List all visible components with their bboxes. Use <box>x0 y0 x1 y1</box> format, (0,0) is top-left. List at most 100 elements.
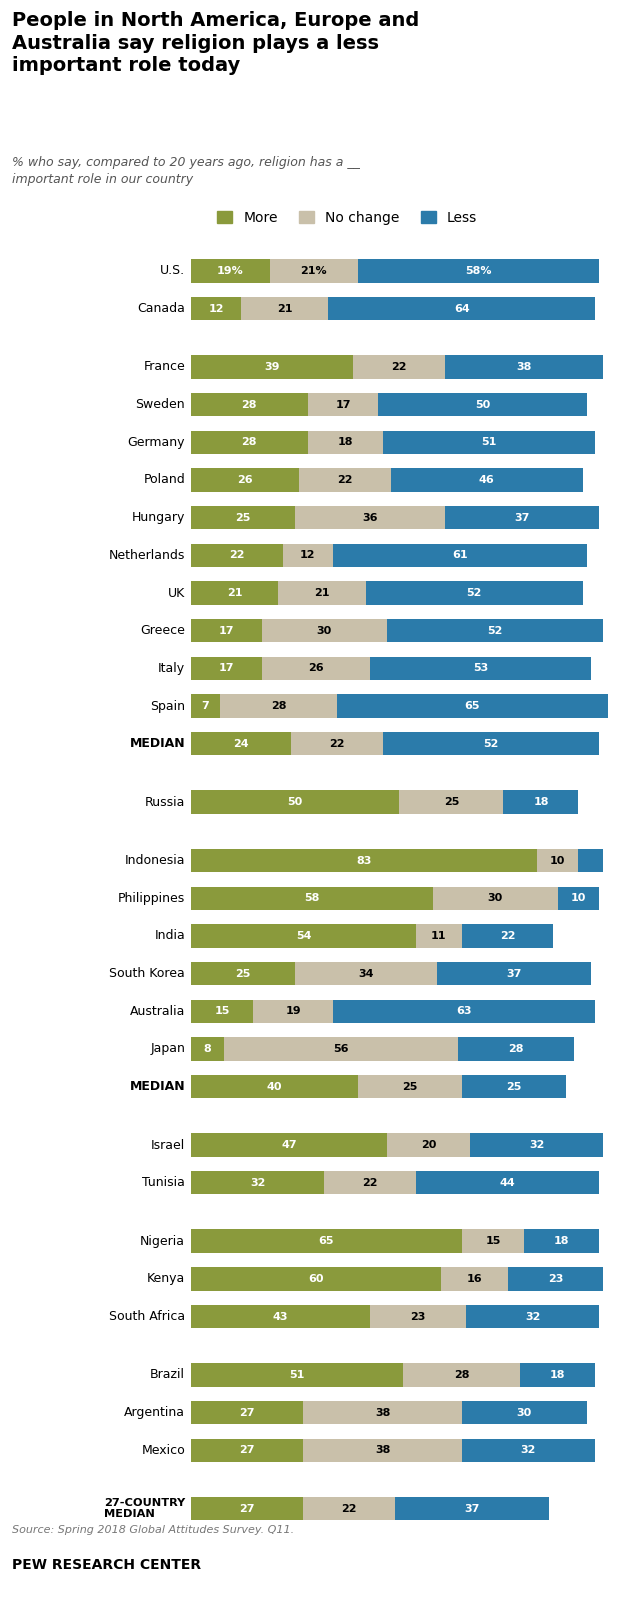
Bar <box>191 543 283 567</box>
Bar <box>191 790 399 814</box>
Text: 22: 22 <box>392 363 407 372</box>
Bar <box>191 297 241 321</box>
Text: 16: 16 <box>466 1273 482 1283</box>
Text: 22: 22 <box>500 930 515 941</box>
Text: Australia: Australia <box>130 1004 185 1017</box>
Bar <box>436 962 591 985</box>
Bar <box>462 1438 595 1462</box>
Text: 27: 27 <box>239 1504 255 1514</box>
Text: 27-COUNTRY
MEDIAN: 27-COUNTRY MEDIAN <box>104 1498 185 1520</box>
Text: 27: 27 <box>239 1407 255 1417</box>
Text: 32: 32 <box>529 1140 544 1149</box>
Text: Italy: Italy <box>158 663 185 675</box>
Text: 40: 40 <box>267 1082 282 1091</box>
Bar <box>191 850 537 872</box>
Text: 28: 28 <box>242 400 257 409</box>
Bar <box>295 506 445 529</box>
Text: 18: 18 <box>550 1370 565 1380</box>
Bar <box>191 962 295 985</box>
Bar <box>308 393 378 416</box>
Bar <box>416 1170 600 1194</box>
Text: 43: 43 <box>273 1312 288 1322</box>
Text: 32: 32 <box>250 1178 265 1188</box>
Bar <box>191 695 220 717</box>
Text: 25: 25 <box>506 1082 521 1091</box>
Text: 15: 15 <box>485 1236 501 1246</box>
Text: 21: 21 <box>277 303 293 313</box>
Text: 52: 52 <box>483 738 498 748</box>
Text: Sweden: Sweden <box>135 398 185 411</box>
Legend: More, No change, Less: More, No change, Less <box>211 205 483 231</box>
Bar <box>404 1364 520 1386</box>
Text: People in North America, Europe and
Australia say religion plays a less
importan: People in North America, Europe and Aust… <box>12 11 420 74</box>
Bar <box>358 260 600 282</box>
Text: Brazil: Brazil <box>150 1369 185 1381</box>
Text: 54: 54 <box>296 930 311 941</box>
Text: 60: 60 <box>308 1273 324 1283</box>
Text: 28: 28 <box>508 1045 524 1054</box>
Bar <box>332 999 595 1024</box>
Text: 22: 22 <box>362 1178 378 1188</box>
Text: 23: 23 <box>548 1273 563 1283</box>
Text: 37: 37 <box>506 969 521 978</box>
Bar <box>329 297 595 321</box>
Text: 27: 27 <box>239 1446 255 1456</box>
Bar <box>466 1304 600 1328</box>
Text: 52: 52 <box>487 625 503 635</box>
Bar <box>299 469 391 492</box>
Bar <box>383 732 600 756</box>
Bar <box>441 1267 508 1291</box>
Bar <box>370 1304 466 1328</box>
Text: 20: 20 <box>421 1140 436 1149</box>
Text: Kenya: Kenya <box>147 1272 185 1285</box>
Text: 19: 19 <box>285 1006 301 1016</box>
Bar <box>191 1267 441 1291</box>
Text: 22: 22 <box>329 738 345 748</box>
Bar <box>191 1230 462 1253</box>
Text: 17: 17 <box>335 400 351 409</box>
Text: 22: 22 <box>229 550 244 561</box>
Text: 37: 37 <box>515 513 530 522</box>
Bar <box>387 619 603 643</box>
Bar <box>191 1075 358 1098</box>
Text: 21%: 21% <box>301 266 327 276</box>
Text: 8: 8 <box>204 1045 211 1054</box>
Bar <box>270 260 358 282</box>
Bar <box>332 543 587 567</box>
Bar <box>525 1230 600 1253</box>
Text: 12: 12 <box>208 303 224 313</box>
Text: South Africa: South Africa <box>109 1311 185 1323</box>
Bar <box>191 1304 370 1328</box>
Text: Philippines: Philippines <box>118 891 185 904</box>
Bar <box>416 924 462 948</box>
Bar <box>191 430 308 455</box>
Bar <box>191 1037 224 1061</box>
Bar <box>378 393 587 416</box>
Text: 30: 30 <box>317 625 332 635</box>
Text: Netherlands: Netherlands <box>108 548 185 563</box>
Text: 52: 52 <box>467 588 482 598</box>
Text: 47: 47 <box>281 1140 297 1149</box>
Text: 21: 21 <box>227 588 242 598</box>
Bar <box>366 582 583 604</box>
Text: 25: 25 <box>402 1082 417 1091</box>
Bar <box>278 582 366 604</box>
Bar <box>191 582 278 604</box>
Text: 39: 39 <box>265 363 280 372</box>
Bar <box>303 1401 462 1425</box>
Bar <box>303 1498 395 1520</box>
Text: U.S.: U.S. <box>160 264 185 277</box>
Bar <box>462 1230 525 1253</box>
Bar <box>387 1133 470 1157</box>
Text: PEW RESEARCH CENTER: PEW RESEARCH CENTER <box>12 1559 202 1572</box>
Bar <box>324 1170 416 1194</box>
Text: Source: Spring 2018 Global Attitudes Survey. Q11.: Source: Spring 2018 Global Attitudes Sur… <box>12 1525 294 1535</box>
Text: 83: 83 <box>356 856 371 866</box>
Bar <box>191 469 299 492</box>
Text: 12: 12 <box>300 550 316 561</box>
Bar <box>462 1401 587 1425</box>
Text: 50: 50 <box>475 400 490 409</box>
Text: 63: 63 <box>456 1006 472 1016</box>
Text: 18: 18 <box>554 1236 570 1246</box>
Text: Tunisia: Tunisia <box>142 1177 185 1190</box>
